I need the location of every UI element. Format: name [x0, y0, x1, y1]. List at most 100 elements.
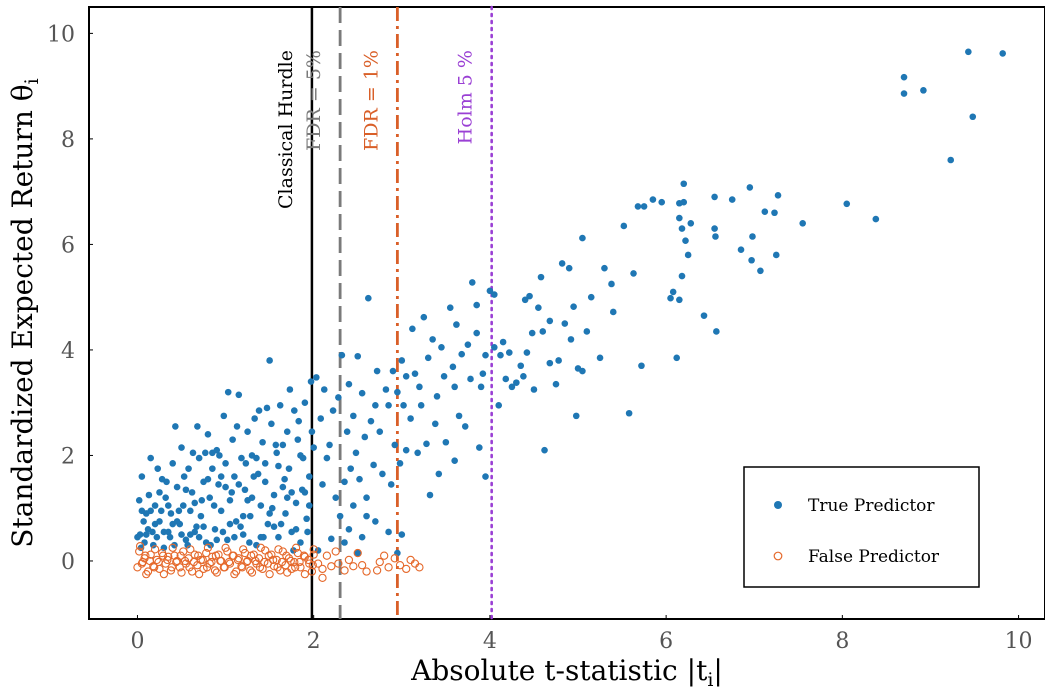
- true-predictor-point: [323, 454, 331, 462]
- true-predictor-point: [385, 528, 392, 536]
- true-predictor-point: [198, 496, 206, 504]
- false-predictor-point: [167, 563, 176, 572]
- true-predictor-point: [363, 512, 370, 520]
- true-predictor-point: [521, 296, 529, 304]
- true-predictor-point: [182, 536, 190, 544]
- false-predictor-point: [238, 563, 247, 572]
- false-predictor-point: [327, 562, 336, 571]
- true-predictor-point: [149, 528, 156, 536]
- true-predictor-point: [154, 465, 162, 472]
- true-predictor-point: [241, 486, 249, 494]
- true-predictor-point: [220, 412, 228, 420]
- true-predictor-point: [438, 343, 445, 351]
- false-predictor-point: [322, 551, 332, 560]
- false-predictor-point: [224, 557, 234, 567]
- true-predictor-point: [491, 291, 498, 298]
- false-predictor-point: [309, 545, 318, 554]
- true-predictor-point: [270, 523, 278, 530]
- true-predictor-point: [372, 518, 379, 525]
- true-predictor-point: [173, 483, 181, 491]
- true-predictor-point: [583, 328, 591, 335]
- true-predictor-point: [609, 308, 617, 316]
- true-predictor-point: [138, 473, 146, 480]
- false-predictor-point: [210, 566, 220, 575]
- true-predictor-point: [216, 452, 223, 459]
- true-predictor-point: [379, 470, 386, 478]
- true-predictor-point: [872, 215, 880, 223]
- true-predictor-point: [508, 383, 516, 391]
- true-predictor-point: [476, 444, 483, 451]
- x-tick-label: 0: [130, 629, 144, 654]
- false-predictor-point: [334, 559, 343, 568]
- y-axis-title-sub: i: [21, 78, 43, 84]
- legend-false-marker: [773, 551, 783, 561]
- true-predictor-point: [398, 357, 406, 364]
- true-predictor-point: [345, 380, 353, 388]
- true-predictor-point: [194, 423, 201, 430]
- true-predictor-point: [254, 470, 262, 478]
- true-predictor-point: [253, 541, 260, 549]
- true-predictor-point: [275, 533, 282, 541]
- true-predictor-point: [757, 267, 764, 275]
- true-predictor-point: [283, 494, 291, 501]
- true-predictor-point: [513, 379, 520, 386]
- true-predictor-point: [233, 423, 241, 430]
- true-predictor-point: [420, 313, 428, 321]
- true-predictor-point: [526, 292, 533, 300]
- false-predictor-point: [150, 563, 159, 572]
- true-predictor-point: [376, 428, 384, 436]
- threshold-lines: Classical Hurdle FDR = 5% FDR = 1% Holm 5 %: [275, 5, 493, 621]
- true-predictor-point: [458, 350, 466, 358]
- false-predictor-point: [177, 568, 186, 577]
- false-predictor-point: [141, 551, 150, 560]
- true-predictor-point: [761, 208, 769, 216]
- true-predictor-point: [156, 489, 163, 496]
- true-predictor-point: [282, 510, 289, 517]
- true-predictor-point: [266, 510, 273, 517]
- true-predictor-point: [184, 541, 191, 549]
- true-predictor-point: [226, 520, 234, 528]
- true-predictor-point: [166, 533, 174, 541]
- plot-frame: [88, 6, 1045, 620]
- true-predictor-point: [473, 329, 480, 337]
- true-predictor-point: [414, 449, 421, 457]
- true-predictor-point: [669, 288, 677, 296]
- true-predictor-point: [285, 465, 293, 472]
- true-predictor-point: [232, 518, 240, 525]
- true-predictor-point: [799, 220, 806, 227]
- true-predictor-point: [211, 526, 219, 533]
- true-predictor-point: [658, 198, 666, 206]
- true-predictor-point: [187, 507, 194, 515]
- true-predictor-point: [673, 354, 680, 362]
- false-predictor-point: [168, 543, 177, 552]
- true-predictor-point: [288, 489, 295, 496]
- true-predictor-point: [400, 402, 407, 409]
- true-predictor-point: [356, 475, 363, 483]
- true-predictor-point: [638, 362, 645, 370]
- true-predictor-point: [297, 452, 304, 459]
- false-predictor-point: [269, 555, 278, 565]
- true-predictor-point: [257, 502, 265, 509]
- false-predictor-point: [256, 543, 265, 552]
- false-predictor-point: [159, 570, 169, 579]
- true-predictor-point: [567, 336, 575, 343]
- true-predictor-point: [358, 533, 366, 541]
- true-predictor-point: [235, 391, 243, 399]
- true-predictor-point: [138, 507, 146, 515]
- true-predictor-point: [451, 383, 458, 391]
- x-axis-title-main: Absolute t-statistic |t: [410, 654, 708, 687]
- false-predictor-point: [211, 551, 221, 560]
- true-predictor-point: [305, 502, 313, 509]
- true-predictor-point: [308, 428, 316, 436]
- true-predictor-point: [411, 370, 419, 377]
- false-predictor-point: [277, 557, 287, 567]
- true-predictor-point: [209, 465, 216, 472]
- false-predictor-point: [202, 563, 212, 572]
- false-predictor-point: [390, 554, 399, 563]
- false-predictor-point: [237, 562, 246, 571]
- false-predictor-point: [194, 570, 204, 579]
- y-tick-label: 6: [61, 233, 75, 258]
- true-predictor-point: [546, 317, 554, 325]
- true-predictor-point: [678, 225, 686, 232]
